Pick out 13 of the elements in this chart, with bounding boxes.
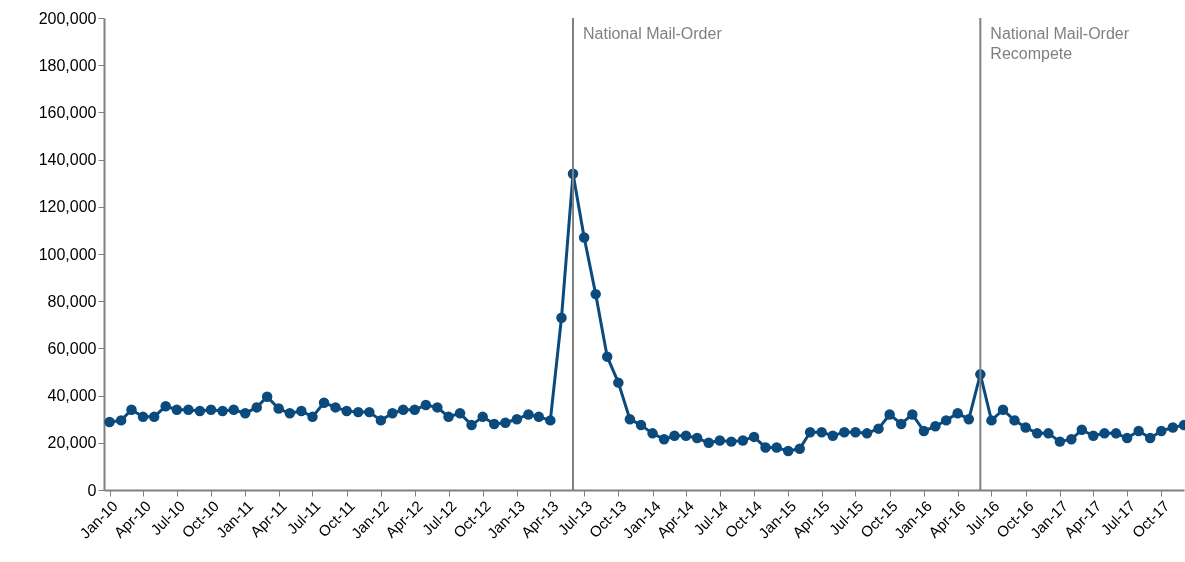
y-tick-label: 60,000 [47, 339, 97, 357]
y-tick-label: 180,000 [38, 56, 97, 74]
y-tick-label: 120,000 [38, 198, 97, 216]
y-tick-label: 40,000 [47, 387, 97, 405]
y-tick-label: 80,000 [47, 292, 97, 310]
ref-line-label: National Mail-Order Recompete [990, 25, 1130, 62]
y-tick-label: 20,000 [47, 434, 97, 452]
y-tick-label: 200,000 [38, 9, 97, 27]
y-tick-label: 140,000 [38, 151, 97, 169]
y-tick-label: 160,000 [38, 103, 97, 121]
ref-line-label: National Mail-Order [583, 25, 723, 42]
y-tick-label: 0 [87, 481, 97, 499]
y-tick-label: 100,000 [38, 245, 97, 263]
